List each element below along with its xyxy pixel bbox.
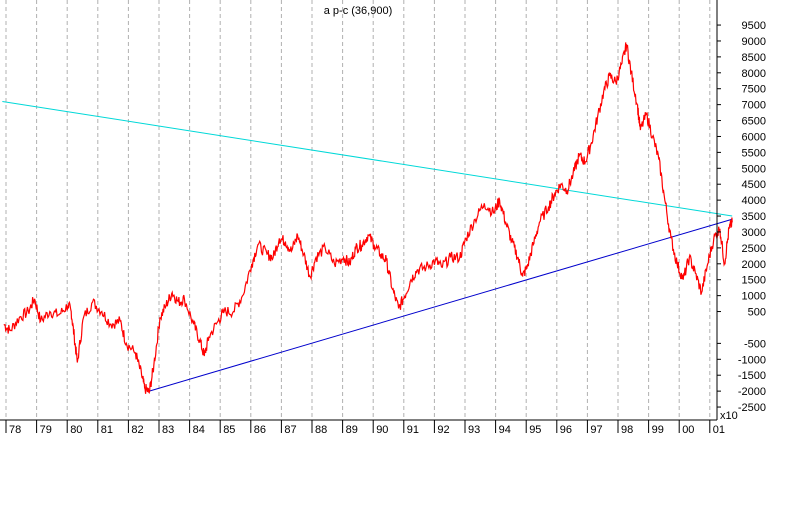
- y-tick-label: 6500: [742, 116, 766, 128]
- x-tick-label: 96: [560, 424, 572, 436]
- x-tick-label: 79: [40, 424, 52, 436]
- x-tick-label: 89: [346, 424, 358, 436]
- x-tick-label: 94: [499, 424, 511, 436]
- y-tick-label: 9000: [742, 36, 766, 48]
- axis-layer: a p-c (36,900) x10: [0, 0, 738, 422]
- y-tick-label: 7000: [742, 100, 766, 112]
- y-tick-label: 8000: [742, 68, 766, 80]
- x-tick-label: 85: [223, 424, 235, 436]
- y-tick-layer: -2500 -2000 -1500 -1000 -500 500 1000 1500 2000 2…: [717, 20, 766, 414]
- x-tick-label: 01: [713, 424, 725, 436]
- y-tick-label: -1000: [738, 354, 766, 366]
- series-line-1: [3, 42, 733, 395]
- y-tick-label: 6000: [742, 131, 766, 143]
- x-tick-label: 84: [193, 424, 205, 436]
- x-tick-label: 92: [437, 424, 449, 436]
- trendline-layer: [2, 100, 733, 392]
- x-tick-label: 98: [621, 424, 633, 436]
- x-tick-label: 80: [70, 424, 82, 436]
- x-tick-label: 86: [254, 424, 266, 436]
- x-tick-label: 93: [468, 424, 480, 436]
- y-tick-label: 5000: [742, 163, 766, 175]
- x-tick-label: 87: [284, 424, 296, 436]
- x-tick-label: 95: [529, 424, 541, 436]
- y-tick-label: -500: [744, 338, 766, 350]
- y-tick-label: 1000: [742, 291, 766, 303]
- y-scale-note: x10: [720, 410, 738, 422]
- y-tick-label: -2000: [738, 386, 766, 398]
- x-tick-label: 81: [101, 424, 113, 436]
- y-tick-label: 2500: [742, 243, 766, 255]
- y-tick-label: 8500: [742, 52, 766, 64]
- y-tick-label: 1500: [742, 275, 766, 287]
- x-tick-layer: 78 79 80 81 82 83 84 85 86 87 88 89 90 91 92 93 94 95 96 97…: [5, 420, 725, 436]
- trendline-1: [2, 100, 733, 217]
- chart-title: a p-c (36,900): [324, 5, 392, 17]
- y-tick-label: 4000: [742, 195, 766, 207]
- x-tick-label: 90: [376, 424, 388, 436]
- x-tick-label: 82: [131, 424, 143, 436]
- y-tick-label: 7500: [742, 84, 766, 96]
- y-tick-label: 500: [748, 307, 766, 319]
- y-tick-label: -2500: [738, 402, 766, 414]
- grid-layer: [5, 0, 711, 420]
- trendline-2: [149, 218, 733, 392]
- y-tick-label: 2000: [742, 259, 766, 271]
- x-tick-label: 00: [682, 424, 694, 436]
- y-tick-label: 9500: [742, 20, 766, 32]
- y-tick-label: 4500: [742, 179, 766, 191]
- y-tick-label: 3500: [742, 211, 766, 223]
- x-tick-label: 83: [162, 424, 174, 436]
- y-tick-label: 3000: [742, 227, 766, 239]
- x-tick-label: 99: [652, 424, 664, 436]
- series-layer: [3, 42, 733, 395]
- x-tick-label: 97: [590, 424, 602, 436]
- x-tick-label: 78: [9, 424, 21, 436]
- y-tick-label: 5500: [742, 147, 766, 159]
- x-tick-label: 88: [315, 424, 327, 436]
- y-tick-label: -1500: [738, 370, 766, 382]
- x-tick-label: 91: [407, 424, 419, 436]
